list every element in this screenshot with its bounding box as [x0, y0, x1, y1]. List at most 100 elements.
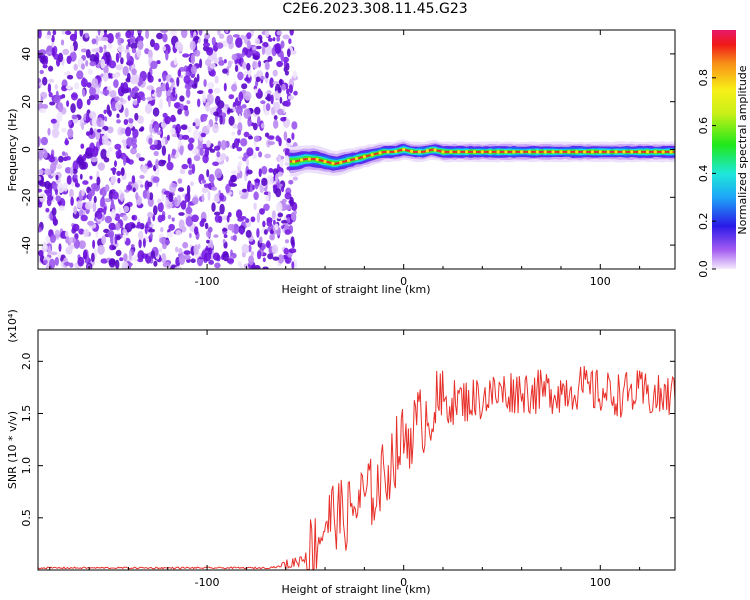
noise-blob — [222, 228, 228, 232]
noise-blob — [66, 175, 72, 185]
noise-blob — [113, 79, 119, 89]
noise-blob — [274, 43, 282, 54]
noise-blob — [236, 147, 243, 152]
noise-blob — [158, 78, 162, 83]
ridge-peak-dot — [331, 161, 335, 165]
noise-blob — [272, 256, 280, 261]
noise-blob — [115, 52, 120, 63]
noise-blob — [186, 184, 191, 195]
noise-blob — [241, 104, 247, 109]
x-tick-label: -100 — [195, 275, 220, 288]
noise-blob — [219, 192, 225, 201]
noise-blob — [219, 115, 223, 125]
noise-blob — [150, 39, 155, 48]
noise-blob — [213, 111, 220, 117]
noise-blob — [187, 202, 191, 213]
noise-blob — [82, 88, 86, 98]
noise-blob — [86, 98, 91, 106]
noise-blob — [197, 90, 204, 95]
noise-blob — [208, 259, 215, 265]
noise-blob — [156, 32, 164, 40]
noise-blob — [93, 93, 100, 101]
ridge-peak-dot — [535, 150, 540, 154]
noise-blob — [250, 216, 256, 223]
noise-blob — [266, 240, 271, 249]
noise-blob — [288, 248, 297, 254]
noise-blob — [161, 137, 166, 147]
noise-blob — [256, 212, 261, 223]
noise-blob — [73, 63, 78, 71]
x-tick-label: 0 — [400, 576, 407, 589]
noise-blob — [152, 107, 160, 117]
noise-blob — [136, 179, 143, 186]
x-axis: -100 0 100 — [49, 330, 641, 589]
noise-blob — [205, 101, 211, 112]
noise-blob — [147, 160, 152, 168]
noise-blob — [40, 96, 44, 104]
noise-blob — [147, 216, 151, 226]
noise-blob — [252, 61, 259, 69]
noise-blob — [136, 49, 142, 58]
colorbar-tick-label: 0.4 — [697, 165, 710, 183]
noise-blob — [91, 252, 95, 263]
noise-blob — [292, 70, 298, 79]
noise-blob — [285, 214, 293, 219]
noise-blob — [95, 47, 100, 52]
y-tick-label: -40 — [20, 236, 33, 254]
noise-blob — [45, 207, 50, 213]
noise-blob — [153, 260, 158, 267]
ridge-peak-dot — [669, 150, 673, 154]
noise-blob — [135, 192, 139, 201]
noise-blob — [270, 94, 274, 105]
noise-blob — [70, 103, 76, 114]
y-axis-label: Frequency (Hz) — [6, 109, 19, 192]
noise-blob — [82, 154, 87, 162]
noise-blob — [104, 198, 112, 203]
noise-blob — [149, 144, 157, 151]
noise-blob — [204, 222, 209, 230]
noise-blob — [71, 92, 78, 101]
noise-blob — [48, 245, 51, 256]
noise-blob — [242, 61, 247, 70]
noise-blob — [173, 197, 178, 206]
noise-blob — [153, 205, 158, 216]
noise-blob — [237, 71, 244, 81]
noise-blob — [54, 84, 59, 90]
noise-blob — [189, 40, 196, 51]
noise-blob — [38, 169, 44, 175]
noise-blob — [147, 85, 152, 91]
noise-blob — [108, 258, 116, 268]
noise-blob — [65, 137, 68, 146]
noise-blob — [108, 109, 112, 117]
noise-blob — [62, 48, 70, 56]
ridge-peak-dot — [606, 150, 610, 154]
noise-blob — [209, 148, 216, 153]
noise-blob — [192, 122, 196, 127]
noise-blob — [276, 30, 283, 36]
noise-blob — [161, 122, 167, 129]
noise-blob — [202, 90, 206, 102]
noise-blob — [86, 147, 93, 154]
noise-blob — [206, 124, 211, 130]
noise-blob — [175, 229, 182, 236]
noise-blob — [277, 154, 282, 162]
noise-blob — [149, 192, 154, 201]
noise-blob — [275, 188, 282, 198]
x-tick-label: 0 — [400, 275, 407, 288]
noise-blob — [172, 87, 176, 98]
colorbar-ticks: 0.0 0.2 0.4 0.6 0.8 — [697, 69, 716, 278]
noise-blob — [197, 98, 201, 108]
noise-blob — [241, 83, 248, 90]
noise-blob — [144, 224, 148, 235]
noise-blob — [146, 190, 150, 200]
noise-blob — [245, 158, 250, 167]
noise-blob — [129, 90, 135, 98]
noise-blob — [106, 150, 111, 158]
noise-blob — [66, 100, 70, 107]
noise-blob — [116, 170, 122, 176]
ridge-peak-dot — [425, 149, 429, 153]
noise-blob — [277, 108, 284, 116]
noise-blob — [127, 95, 131, 101]
noise-blob — [167, 203, 173, 208]
noise-blob — [273, 119, 279, 129]
